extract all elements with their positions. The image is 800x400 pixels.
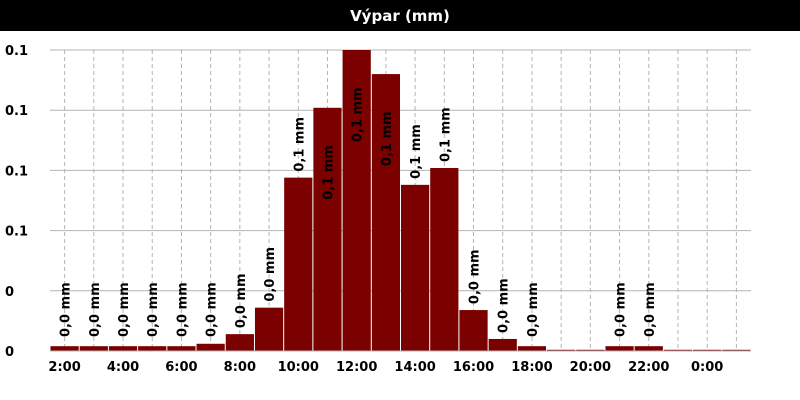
data-label: 0,0 mm (643, 282, 658, 337)
data-label: 0,0 mm (146, 282, 161, 337)
x-tick-label: 10:00 (278, 360, 319, 375)
y-tick-label: 0.1 (5, 164, 28, 179)
y-tick-label: 0 (5, 285, 14, 300)
data-label: 0,0 mm (175, 282, 190, 337)
data-label: 0,0 mm (263, 247, 278, 302)
bar (401, 184, 430, 351)
y-tick-label: 0.1 (5, 225, 28, 240)
bar (50, 346, 79, 351)
bar (138, 346, 167, 351)
x-tick-label: 16:00 (453, 360, 494, 375)
data-label: 0,0 mm (117, 282, 132, 337)
x-tick-label: 14:00 (394, 360, 435, 375)
data-label: 0,1 mm (438, 107, 453, 162)
bar (430, 167, 459, 351)
x-tick-label: 20:00 (570, 360, 611, 375)
bar (371, 74, 400, 351)
bar (79, 346, 108, 351)
data-label: 0,0 mm (88, 282, 103, 337)
bar (342, 50, 371, 351)
x-tick-label: 6:00 (165, 360, 197, 375)
data-label: 0,1 mm (292, 117, 307, 172)
data-label: 0,0 mm (205, 282, 220, 337)
bar (459, 310, 488, 351)
x-tick-label: 18:00 (511, 360, 552, 375)
data-label: 0,0 mm (468, 249, 483, 304)
data-label: 0,0 mm (59, 282, 74, 337)
bar (167, 346, 196, 351)
x-tick-label: 8:00 (224, 360, 256, 375)
bar (284, 177, 313, 351)
bar (225, 334, 254, 351)
bar (663, 349, 693, 351)
bar (722, 349, 751, 351)
x-tick-label: 0:00 (691, 360, 723, 375)
data-label: 0,1 mm (380, 111, 395, 166)
data-label: 0,1 mm (351, 87, 366, 142)
data-label: 0,0 mm (234, 273, 249, 328)
bar (488, 338, 517, 351)
data-label: 0,0 mm (497, 278, 512, 333)
y-tick-label: 0.1 (5, 44, 28, 59)
data-label: 0,1 mm (409, 124, 424, 179)
bar (605, 346, 634, 351)
data-label: 0,0 mm (526, 282, 541, 337)
data-label: 0,1 mm (321, 145, 336, 200)
bar (517, 346, 547, 351)
y-tick-label: 0 (5, 345, 14, 360)
bar (693, 349, 722, 351)
bar (576, 349, 605, 351)
bar (254, 307, 284, 351)
x-tick-label: 4:00 (107, 360, 139, 375)
bar (108, 346, 138, 351)
data-label: 0,0 mm (614, 282, 629, 337)
y-tick-label: 0.1 (5, 104, 28, 119)
bar (196, 343, 225, 351)
bar (313, 107, 342, 352)
chart-title: Výpar (mm) (0, 0, 800, 31)
x-tick-label: 22:00 (628, 360, 669, 375)
bar (547, 349, 576, 351)
bar (634, 346, 663, 351)
x-tick-label: 2:00 (48, 360, 80, 375)
x-tick-label: 12:00 (336, 360, 377, 375)
bars (50, 50, 751, 352)
